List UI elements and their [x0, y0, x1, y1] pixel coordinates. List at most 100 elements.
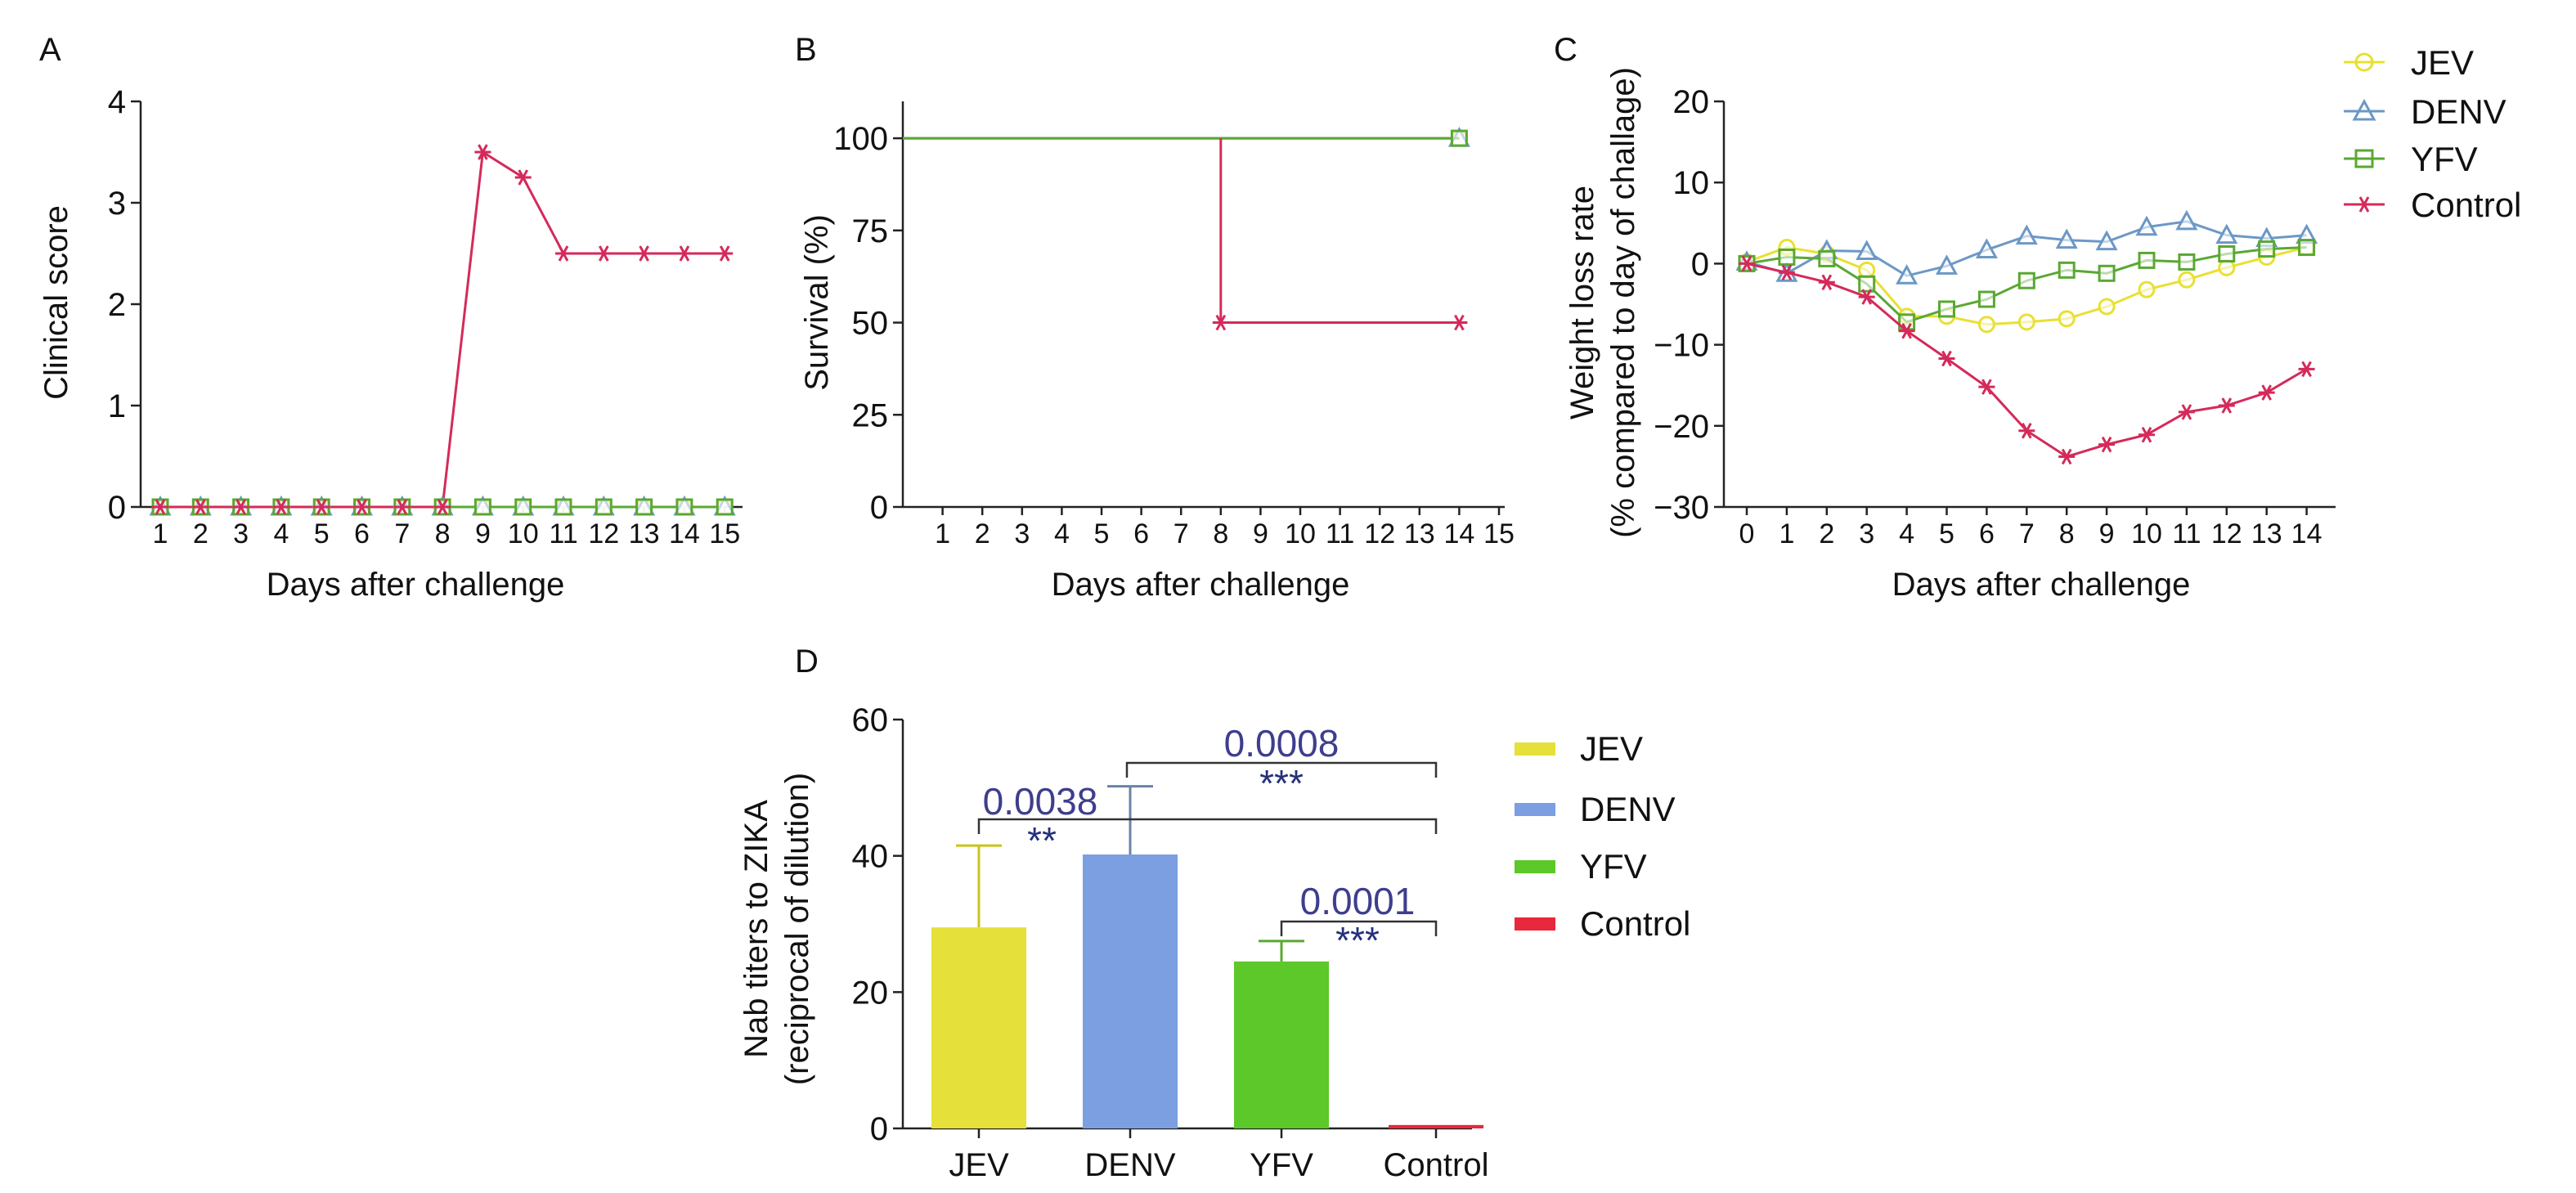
data-point-yfv	[1450, 129, 1468, 147]
data-point-denv	[2095, 230, 2118, 251]
panel-c-x-tick-label: 1	[1779, 518, 1794, 549]
panel-b-y-tick-label: 75	[852, 213, 889, 249]
panel-d-y-axis-subtitle: (reciprocal of dilution)	[779, 773, 815, 1085]
data-point-control	[675, 245, 693, 262]
data-point-control	[2218, 397, 2235, 414]
panel-a-x-tick-label: 12	[588, 518, 619, 549]
data-point-control	[1212, 314, 1229, 331]
data-point-control	[152, 499, 168, 515]
asterisk-marker-icon	[2356, 196, 2372, 213]
panel-c-x-tick-label: 13	[2251, 518, 2282, 549]
panel-c-y-tick-label: 0	[1691, 246, 1709, 282]
panel-d-y-tick-label: 40	[852, 839, 889, 875]
triangle-marker-icon	[2352, 98, 2376, 121]
data-point-denv	[2015, 224, 2038, 245]
panel-b-x-tick-label: 4	[1054, 518, 1070, 549]
panel-c-x-tick-label: 14	[2291, 518, 2322, 549]
data-point-control	[313, 499, 330, 515]
panel-a-x-tick-label: 15	[709, 518, 740, 549]
data-point-control	[1898, 323, 1915, 339]
bracket-yfv-control	[1280, 920, 1438, 936]
panel-d-legend: JEV DENV YFV Control	[1515, 729, 1690, 943]
panel-a-x-tick-label: 13	[629, 518, 660, 549]
panel-d-category-label-yfv: YFV	[1250, 1147, 1313, 1183]
panel-c-y-tick-label: 10	[1673, 165, 1710, 201]
legend-label-jev: JEV	[1580, 729, 1643, 768]
panel-b-x-tick-label: 15	[1483, 518, 1515, 549]
data-point-yfv	[2178, 253, 2196, 271]
data-point-control	[474, 144, 491, 160]
panel-c-y-tick-label: −20	[1654, 409, 1709, 445]
data-point-control	[1451, 314, 1468, 331]
panel-c-x-tick-label: 8	[2059, 518, 2075, 549]
data-point-jev	[2098, 298, 2116, 316]
panel-c-x-tick-label: 7	[2019, 518, 2035, 549]
panel-d-y-tick-label: 0	[870, 1111, 888, 1147]
panel-d-significance: 0.0008 *** 0.0038 ** 0.0001 ***	[977, 722, 1438, 962]
p-value-jev-control: 0.0038	[983, 780, 1098, 823]
data-point-control	[2298, 361, 2315, 378]
panel-c-x-tick-label: 3	[1859, 518, 1874, 549]
panel-b-x-tick-label: 12	[1364, 518, 1395, 549]
legend-item-jev: JEV	[2344, 43, 2474, 82]
panel-c-x-tick-label: 2	[1819, 518, 1834, 549]
panel-a-x-tick-label: 7	[394, 518, 410, 549]
panel-b-x-tick-label: 9	[1253, 518, 1268, 549]
panel-c-y-tick-label: −10	[1654, 328, 1709, 364]
series-line-control	[1219, 138, 1460, 325]
panel-b-y-axis-title: Survival (%)	[799, 214, 835, 391]
stars-denv-control: ***	[1259, 762, 1304, 805]
data-point-yfv	[554, 498, 572, 516]
panel-c-y-tick-label: −30	[1654, 490, 1709, 526]
panel-a-y-tick-label: 3	[108, 186, 126, 222]
data-point-control	[1978, 379, 1995, 395]
panel-b-x-tick-label: 7	[1174, 518, 1189, 549]
data-point-yfv	[675, 498, 693, 516]
panel-d-category-label-jev: JEV	[949, 1147, 1009, 1183]
panel-a-x-tick-label: 3	[233, 518, 249, 549]
panel-d-nab-titers-chart: 0 20 40 60 JEV DENV YFV Control	[852, 702, 1489, 1183]
bar-jev	[931, 927, 1026, 1128]
data-point-jev	[1858, 261, 1876, 279]
legend-swatch-denv	[1515, 803, 1555, 816]
panel-a-y-tick-label: 1	[108, 388, 126, 424]
bar-yfv	[1234, 961, 1329, 1128]
stars-jev-control: **	[1027, 819, 1057, 862]
data-point-control	[192, 499, 209, 515]
panel-letter-c: C	[1554, 32, 1577, 68]
p-value-denv-control: 0.0008	[1224, 722, 1340, 765]
stars-yfv-control: ***	[1335, 919, 1380, 962]
data-point-control	[635, 245, 653, 262]
data-point-yfv	[2138, 251, 2156, 269]
panel-d-category-label-denv: DENV	[1084, 1147, 1175, 1183]
panel-a-y-axis-title: Clinical score	[38, 205, 74, 400]
panel-c-x-axis-title: Days after challenge	[1892, 567, 2191, 603]
panel-a-x-tick-label: 1	[153, 518, 168, 549]
panel-b-x-tick-label: 3	[1014, 518, 1030, 549]
legend-item-denv: DENV	[2344, 92, 2506, 131]
panel-c-legend: JEV DENV YFV Control	[2344, 43, 2521, 224]
panel-b-x-tick-label: 6	[1133, 518, 1149, 549]
circle-marker-icon	[2354, 52, 2374, 72]
square-marker-icon	[2354, 149, 2374, 168]
data-point-yfv	[2058, 261, 2076, 279]
panel-c-y-tick-label: 20	[1673, 84, 1710, 120]
panel-a-x-tick-label: 9	[475, 518, 491, 549]
data-point-control	[514, 169, 532, 186]
data-point-yfv	[2258, 240, 2276, 258]
data-point-yfv	[1778, 248, 1796, 266]
data-point-jev	[2178, 271, 2196, 289]
panel-b-x-tick-label: 8	[1213, 518, 1228, 549]
panel-letter-b: B	[795, 32, 817, 68]
legend-label-yfv: YFV	[1580, 847, 1647, 886]
legend-swatch-yfv	[1515, 860, 1555, 873]
data-point-control	[2178, 404, 2195, 420]
legend-label-control: Control	[2411, 186, 2521, 224]
panel-c-y-axis-title: Weight loss rate	[1564, 186, 1600, 419]
data-point-control	[595, 245, 613, 262]
panel-b-y-tick-label: 100	[833, 121, 888, 157]
panel-c-y-axis-subtitle: (% compared to day of challage)	[1605, 67, 1641, 538]
data-point-yfv	[716, 498, 734, 516]
panel-a-x-tick-label: 5	[314, 518, 330, 549]
